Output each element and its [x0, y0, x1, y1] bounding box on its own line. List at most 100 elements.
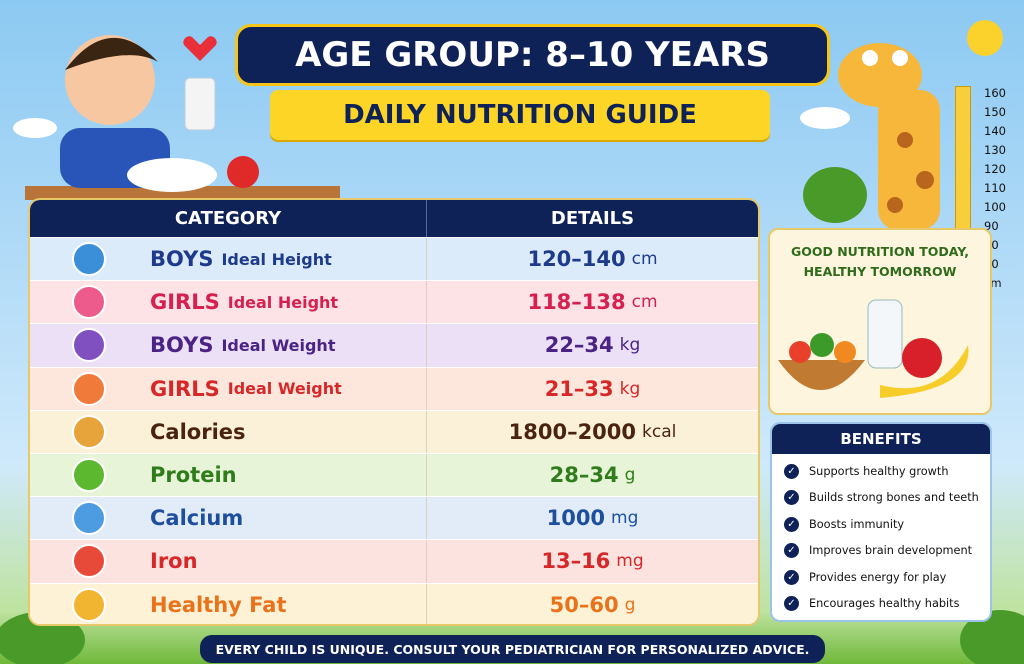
benefit-item: ✓ Boosts immunity: [772, 511, 990, 538]
unit: kg: [619, 378, 641, 399]
value: 1800–2000: [508, 419, 637, 444]
tagline: GOOD NUTRITION TODAY, HEALTHY TOMORROW: [770, 242, 990, 282]
qualifier: Ideal Weight: [221, 335, 336, 355]
unit: g: [624, 594, 636, 615]
table-row: Iron 13–16 mg: [30, 539, 758, 583]
giraffe-neck: [878, 90, 940, 230]
qualifier: Ideal Height: [227, 292, 339, 312]
veg: [789, 341, 811, 363]
category-cell: GIRLS Ideal Weight: [30, 367, 427, 410]
ruler-tick: 130: [984, 143, 1006, 157]
value: 28–34: [549, 463, 619, 488]
footer-note: EVERY CHILD IS UNIQUE. CONSULT YOUR PEDI…: [200, 635, 825, 663]
table-row: Calcium 1000 mg: [30, 496, 758, 540]
benefit-item: ✓ Encourages healthy habits: [772, 591, 990, 618]
row-icon: [72, 242, 106, 277]
category-cell: Calories: [30, 410, 427, 453]
category-cell: Protein: [30, 453, 427, 497]
table-row: Calories 1800–2000 kcal: [30, 409, 758, 453]
value: 118–138: [527, 290, 626, 315]
details-cell: 1800–2000 kcal: [427, 411, 758, 453]
ruler-tick: 100: [984, 200, 1006, 214]
benefit-text: Boosts immunity: [809, 517, 905, 531]
column-header: CATEGORY: [30, 200, 427, 237]
check-icon: ✓: [784, 516, 799, 532]
value: 50–60: [549, 592, 619, 617]
benefit-item: ✓ Supports healthy growth: [772, 458, 990, 485]
category-cell: BOYS Ideal Height: [30, 238, 427, 281]
benefit-item: ✓ Builds strong bones and teeth: [772, 485, 990, 512]
row-icon: [72, 285, 106, 320]
category: BOYS: [150, 333, 214, 358]
milk: [867, 299, 903, 369]
veg: [810, 333, 834, 357]
row-icon: [72, 501, 106, 536]
value: 13–16: [541, 549, 611, 574]
table-top: [25, 186, 340, 200]
column-header: DETAILS: [550, 208, 635, 229]
details-cell: 28–34 g: [427, 454, 758, 496]
bush: [803, 167, 867, 223]
details-cell: 21–33 kg: [427, 368, 758, 410]
value: 120–140: [527, 247, 626, 272]
benefit-text: Builds strong bones and teeth: [809, 491, 979, 505]
benefit-text: Encourages healthy habits: [809, 597, 960, 611]
kid-hair: [65, 37, 158, 70]
details-cell: 22–34 kg: [427, 324, 758, 366]
unit: kg: [619, 335, 641, 356]
tagline-line: GOOD NUTRITION TODAY,: [790, 244, 969, 259]
banana: [880, 345, 969, 398]
giraffe-spot: [897, 132, 913, 148]
check-icon: ✓: [784, 569, 799, 585]
unit: g: [624, 465, 636, 486]
category: BOYS: [150, 247, 214, 272]
milk-glass: [184, 77, 216, 131]
subtitle: DAILY NUTRITION GUIDE: [270, 90, 770, 140]
nutrition-table: CATEGORY DETAILS BOYS Ideal Height 120–140…: [28, 198, 760, 626]
table-body: BOYS Ideal Height 120–140 cm GIRLS Ideal Heig…: [30, 237, 758, 624]
details-cell: 120–140 cm: [427, 238, 758, 280]
unit: kcal: [642, 421, 677, 442]
unit: mg: [611, 508, 639, 529]
check-icon: ✓: [784, 596, 799, 612]
qualifier: Ideal Height: [221, 249, 332, 269]
details-cell: 118–138 cm: [427, 281, 758, 323]
giraffe-spot: [887, 197, 903, 213]
check-icon: ✓: [784, 463, 799, 479]
value: 1000: [546, 506, 606, 531]
giraffe-eye: [892, 50, 908, 66]
table-row: BOYS Ideal Height 120–140 cm: [30, 237, 758, 281]
category: GIRLS: [150, 376, 220, 401]
tagline-line: HEALTHY TOMORROW: [803, 264, 957, 279]
benefits-title: BENEFITS: [772, 424, 990, 454]
category-cell: GIRLS Ideal Height: [30, 281, 427, 324]
qualifier: Ideal Weight: [227, 379, 342, 399]
row-icon: [72, 587, 106, 622]
food-illustration: [778, 299, 969, 398]
ruler-tick: 160: [984, 86, 1006, 100]
title: AGE GROUP: 8–10 YEARS: [235, 24, 830, 86]
category: GIRLS: [150, 290, 220, 315]
row-icon: [72, 544, 106, 579]
table-row: BOYS Ideal Weight 22–34 kg: [30, 323, 758, 367]
value: 22–34: [544, 333, 614, 358]
apple: [227, 156, 259, 188]
category-cell: Calcium: [30, 497, 427, 540]
details-cell: 13–16 mg: [427, 540, 758, 582]
tagline-card: GOOD NUTRITION TODAY, HEALTHY TOMORROW: [768, 228, 992, 415]
category: Healthy Fat: [150, 592, 287, 617]
bowl: [127, 158, 217, 192]
unit: cm: [631, 292, 658, 313]
category-cell: BOYS Ideal Weight: [30, 324, 427, 367]
benefit-text: Provides energy for play: [809, 570, 947, 584]
cloud: [13, 118, 57, 138]
ruler-tick: 110: [984, 181, 1006, 195]
ruler-tick: 120: [984, 162, 1006, 176]
benefit-text: Supports healthy growth: [809, 464, 949, 478]
ruler-tick: 140: [984, 124, 1006, 138]
table-row: Protein 28–34 g: [30, 452, 758, 497]
bush: [960, 610, 1024, 664]
table-row: GIRLS Ideal Weight 21–33 kg: [30, 366, 758, 410]
category-cell: Healthy Fat: [30, 583, 427, 624]
